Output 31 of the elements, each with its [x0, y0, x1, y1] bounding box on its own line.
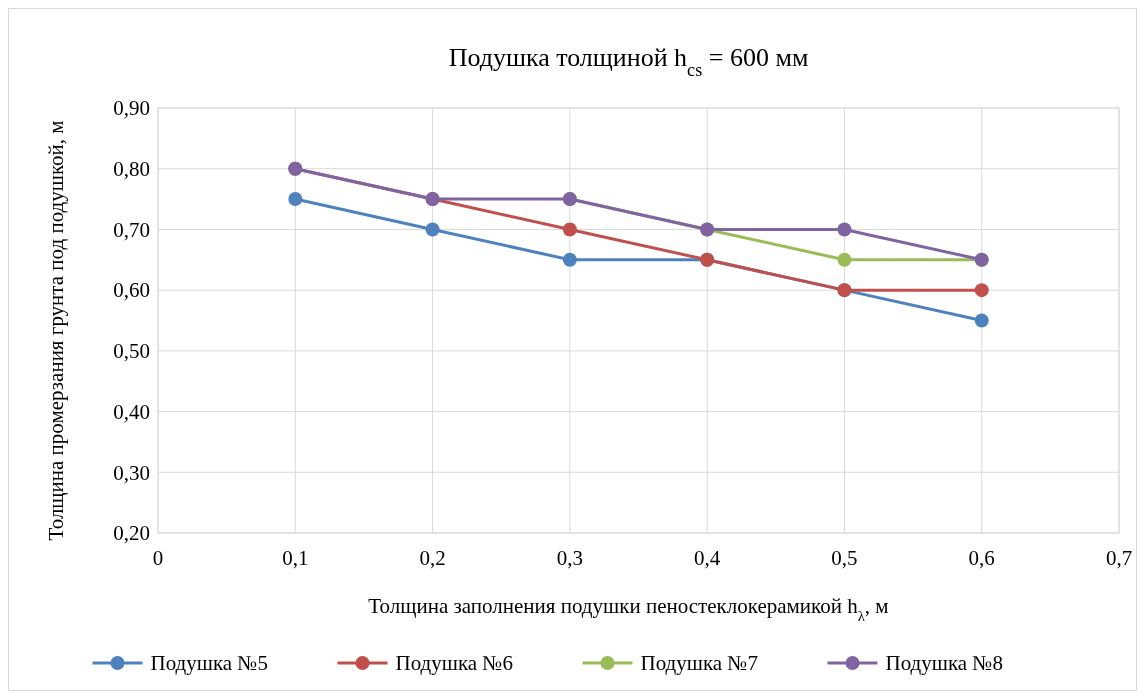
point [562, 252, 577, 267]
y-tick-label: 0,40 [113, 399, 150, 424]
y-axis-title: Толщина промерзания грунта под подушкой, м [44, 120, 68, 541]
point [974, 283, 989, 298]
x-tick-label: 0,5 [831, 546, 858, 570]
x-tick-label: 0,3 [556, 546, 583, 570]
x-tick-label: 0,4 [694, 546, 721, 570]
point [562, 222, 577, 237]
y-tick-label: 0,20 [113, 521, 150, 546]
legend-label: Подушка №7 [640, 651, 758, 676]
legend-label: Подушка №6 [395, 651, 513, 676]
point [974, 313, 989, 328]
point [425, 222, 440, 237]
x-tick-label: 0,7 [1105, 546, 1133, 570]
y-tick-label: 0,30 [113, 460, 150, 485]
x-tick-label: 0,6 [968, 546, 995, 570]
y-tick-label: 0,60 [113, 278, 150, 303]
y-tick-label: 0,50 [113, 339, 150, 364]
chart-title: Подушка толщиной h$_{cs}$ = 600 мм [448, 43, 809, 80]
x-tick-label: 0,1 [282, 546, 309, 570]
y-tick-label: 0,70 [113, 217, 150, 242]
y-tick-label: 0,90 [113, 96, 150, 121]
legend-label: Подушка №8 [885, 651, 1003, 676]
x-tick-label: 0 [152, 546, 164, 570]
y-tick-label: 0,80 [113, 157, 150, 182]
x-axis-title: Толщина заполнения подушки пеностеклокерамикой h$_{λ}$, м [368, 594, 889, 624]
point [837, 222, 852, 237]
point [288, 192, 303, 207]
point [837, 252, 852, 267]
legend-label: Подушка №5 [150, 651, 268, 676]
x-tick-label: 0,2 [419, 546, 446, 570]
